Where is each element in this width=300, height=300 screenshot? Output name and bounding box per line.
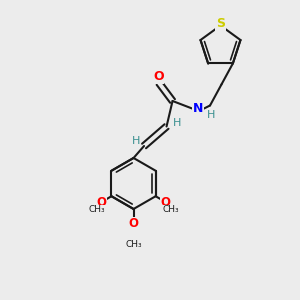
Text: O: O — [128, 218, 139, 230]
Text: CH₃: CH₃ — [88, 205, 105, 214]
Text: H: H — [173, 118, 181, 128]
Text: S: S — [216, 17, 225, 30]
Text: O: O — [153, 70, 164, 83]
Text: H: H — [207, 110, 216, 120]
Text: O: O — [96, 196, 106, 209]
Text: N: N — [193, 102, 203, 115]
Text: CH₃: CH₃ — [125, 241, 142, 250]
Text: O: O — [161, 196, 171, 209]
Text: CH₃: CH₃ — [162, 205, 179, 214]
Text: H: H — [131, 136, 140, 146]
